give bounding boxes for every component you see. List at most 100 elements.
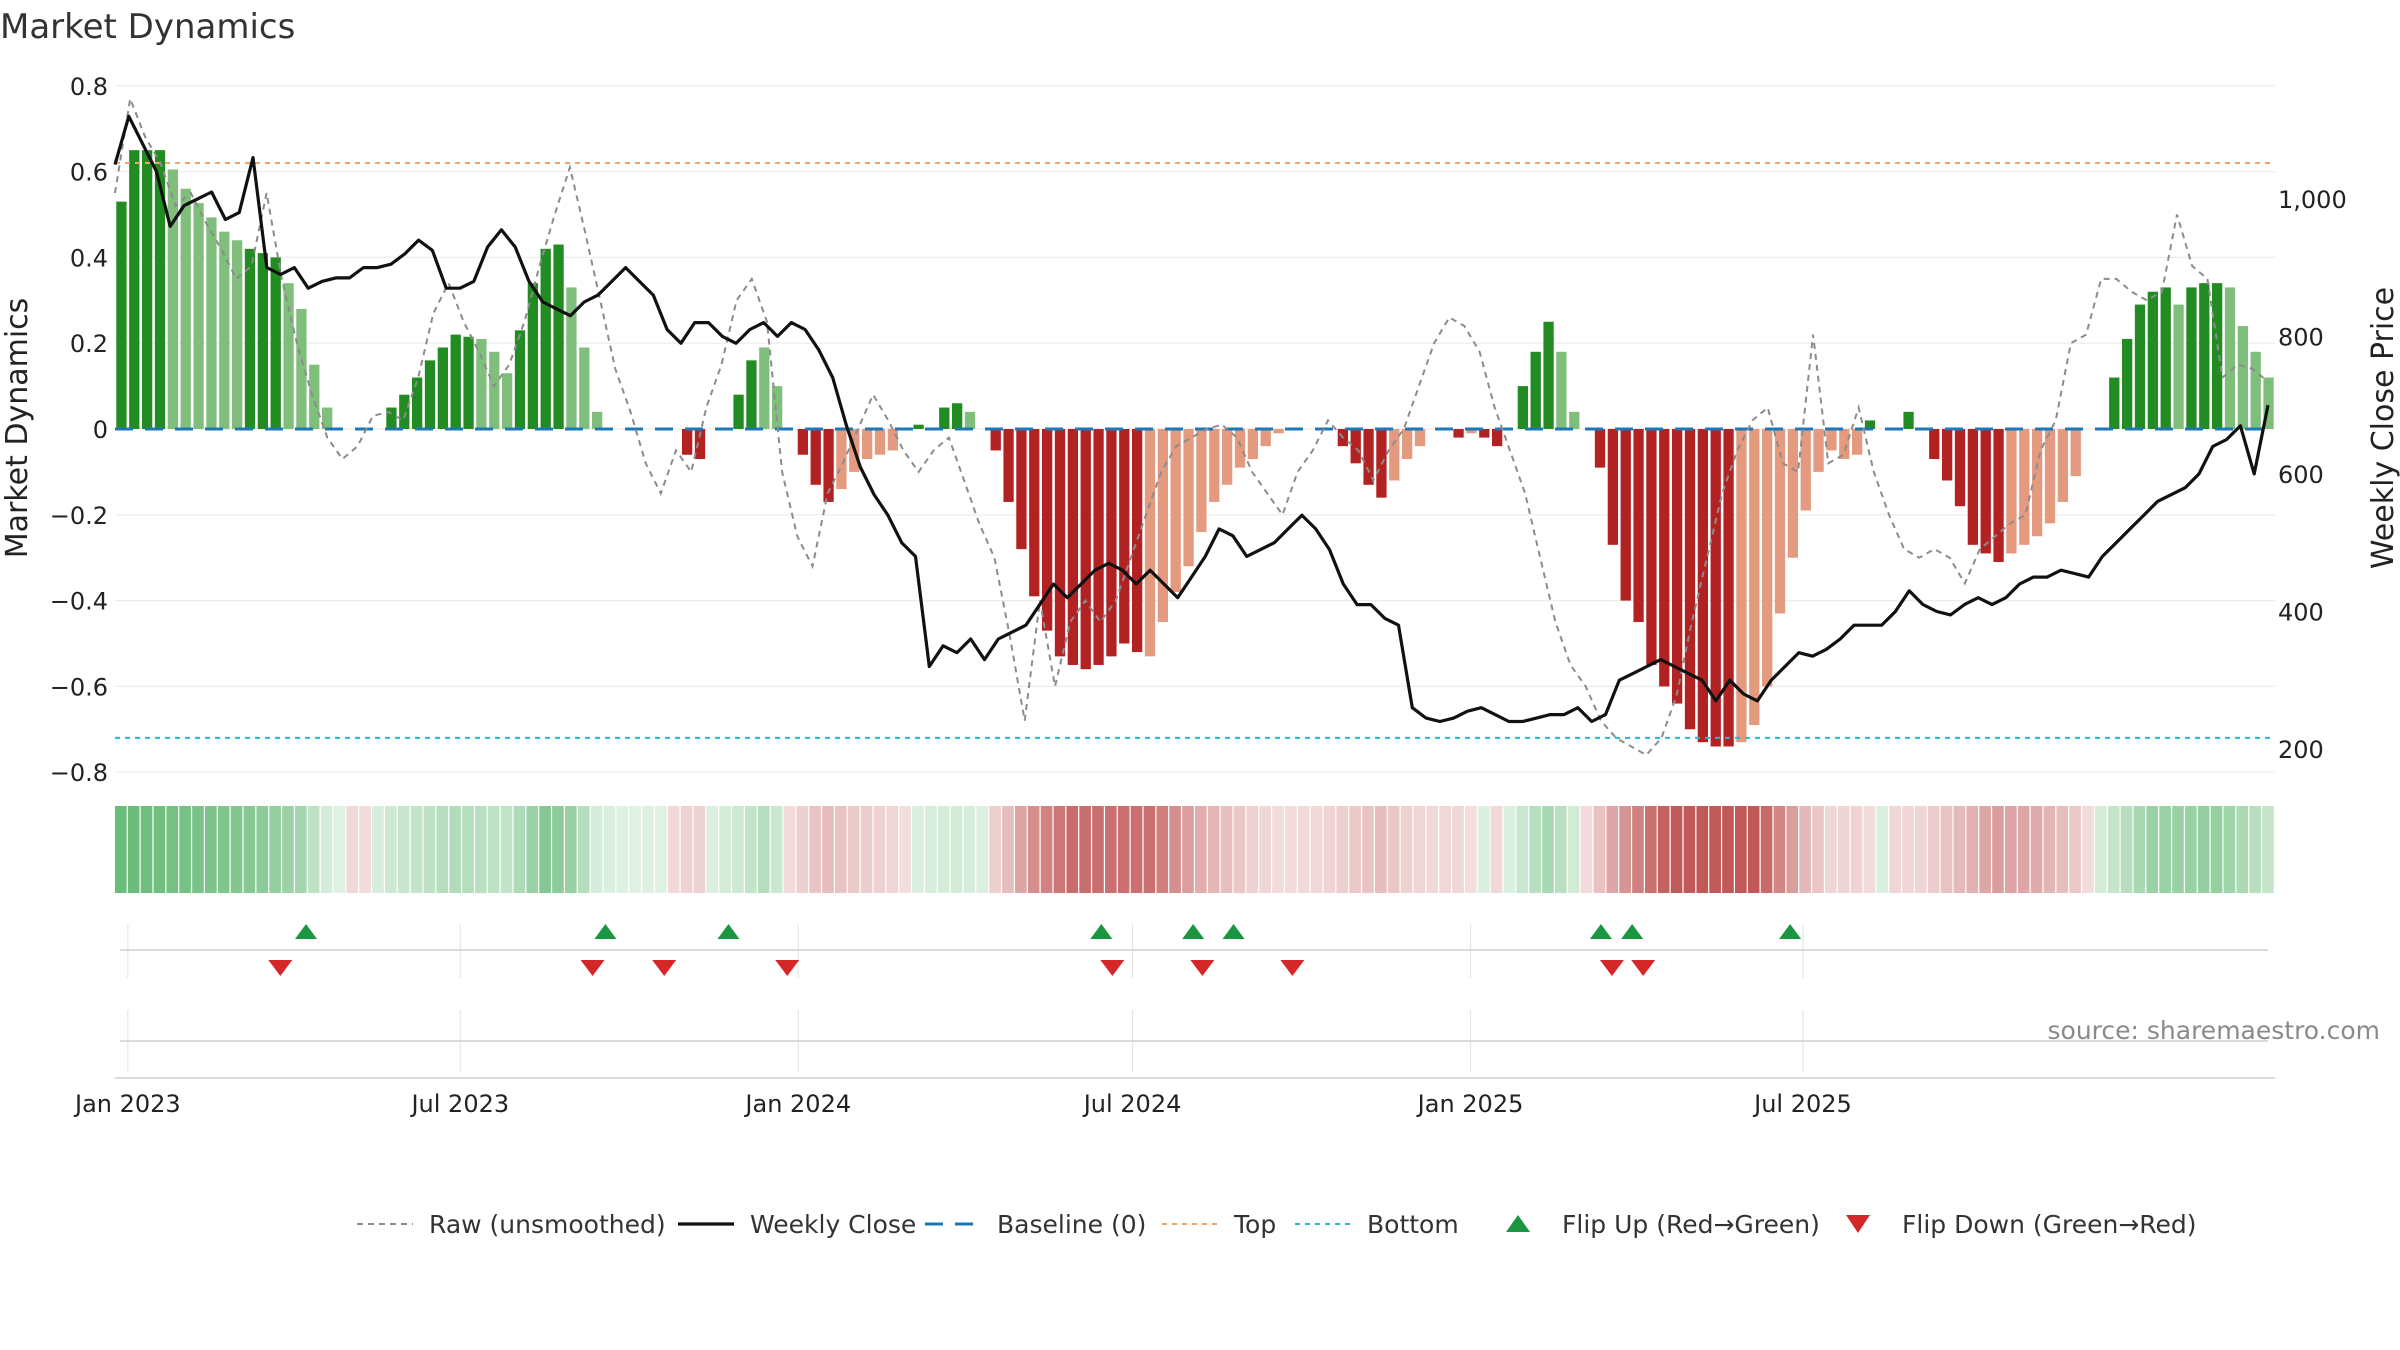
dynamics-bar: [1093, 429, 1104, 665]
heat-cell: [1837, 806, 1850, 893]
dynamics-bar: [1067, 429, 1078, 665]
heat-cell: [1812, 806, 1824, 893]
dynamics-bar: [1119, 429, 1130, 644]
dynamics-bar: [129, 150, 140, 429]
heat-cell: [822, 806, 834, 893]
heat-cell: [1747, 806, 1760, 893]
heat-cell: [282, 806, 294, 893]
heat-cell: [1786, 806, 1799, 893]
dynamics-bar: [1569, 411, 1580, 429]
heat-cell: [1735, 806, 1747, 893]
heat-cell: [796, 806, 809, 893]
heat-cell: [153, 806, 166, 893]
dynamics-bar: [1016, 429, 1027, 550]
dynamics-bars: [116, 150, 2274, 747]
heat-cell: [925, 806, 937, 893]
x-tick-label: Jul 2024: [1082, 1090, 1182, 1118]
dynamics-bar: [1980, 429, 1991, 554]
heat-cell: [1580, 806, 1593, 893]
dynamics-bar: [1453, 429, 1464, 438]
dynamics-bar: [1106, 429, 1117, 657]
flip-down-marker: [1631, 960, 1656, 976]
heat-cell: [1825, 806, 1837, 893]
legend-label: Weekly Close: [750, 1210, 916, 1239]
heat-cell: [1555, 806, 1567, 893]
dynamics-bar: [1929, 429, 1940, 460]
dynamics-bar: [1466, 429, 1477, 434]
dynamics-bar: [862, 429, 873, 460]
heat-cell: [2120, 806, 2133, 893]
heat-cell: [410, 806, 423, 893]
y-tick-right: 600: [2278, 461, 2324, 489]
dynamics-bar: [322, 407, 333, 429]
legend-item-raw: Raw (unsmoothed): [357, 1210, 666, 1239]
dynamics-bar: [1967, 429, 1978, 545]
heat-cell: [307, 806, 320, 893]
dynamics-bar: [759, 347, 770, 429]
flip-up-marker: [1182, 924, 1205, 939]
heat-cell: [783, 806, 796, 893]
weekly-close-line: [113, 114, 2270, 724]
dynamics-bar: [2122, 338, 2133, 429]
y-tick-left: −0.6: [50, 673, 108, 701]
legend-label: Raw (unsmoothed): [429, 1210, 666, 1239]
heat-cell: [2005, 806, 2017, 893]
heat-cell: [2185, 806, 2197, 893]
flip-down-marker: [1190, 960, 1215, 976]
heat-cell: [667, 806, 680, 893]
heat-cell: [1066, 806, 1079, 893]
heat-cell: [1863, 806, 1876, 893]
heat-cell: [1207, 806, 1220, 893]
y-tick-left: −0.2: [50, 502, 108, 530]
legend-label: Flip Up (Red→Green): [1562, 1210, 1820, 1239]
dynamics-bar: [1003, 429, 1014, 502]
heat-cell: [1927, 806, 1940, 893]
dynamics-bar: [244, 248, 256, 429]
heat-cell: [1452, 806, 1464, 893]
heat-cell: [346, 806, 359, 893]
heat-cell: [1773, 806, 1786, 893]
dynamics-bar: [180, 188, 191, 429]
flip-up-marker: [1090, 924, 1113, 939]
dynamics-bar: [2224, 287, 2236, 429]
heat-cell: [577, 806, 590, 893]
dynamics-bar: [1633, 429, 1644, 623]
y-tick-left: 0.6: [70, 159, 108, 187]
heat-cell: [256, 806, 269, 893]
y-tick-left: −0.4: [50, 588, 108, 616]
heat-cell: [487, 806, 500, 893]
heat-cell: [1130, 806, 1143, 893]
flip-up-marker: [1621, 924, 1644, 939]
dynamics-bar: [1132, 429, 1143, 653]
heat-cell: [269, 806, 281, 893]
dynamics-bar: [1710, 429, 1721, 747]
dynamics-bar: [424, 360, 436, 429]
heat-cell: [1542, 806, 1554, 893]
heat-cell: [655, 806, 667, 893]
heat-cell: [179, 806, 191, 893]
heat-cell: [475, 806, 487, 893]
dynamics-bar: [257, 253, 268, 429]
dynamics-bar: [154, 150, 166, 429]
heat-cell: [1143, 806, 1156, 893]
heat-cell: [1195, 806, 1207, 893]
dynamics-bar: [463, 336, 474, 429]
heat-cell: [1105, 806, 1117, 893]
heat-cell: [963, 806, 976, 893]
dynamics-bar: [2173, 304, 2184, 429]
heat-cell: [1992, 806, 2004, 893]
heat-cell: [2082, 806, 2094, 893]
legend-item-flipup: Flip Up (Red→Green): [1506, 1210, 1820, 1239]
dynamics-bar: [1903, 411, 1914, 429]
heat-cell: [526, 806, 539, 893]
heat-cell: [1079, 806, 1091, 893]
dynamics-bar: [1144, 429, 1156, 657]
dynamics-bar: [476, 338, 487, 429]
dynamics-bar: [1736, 429, 1747, 743]
heat-cell: [1619, 806, 1631, 893]
heat-cell: [1940, 806, 1953, 893]
heat-cell: [847, 806, 860, 893]
heat-cell: [1092, 806, 1104, 893]
heat-cell: [1182, 806, 1194, 893]
legend-item-top: Top: [1162, 1210, 1276, 1239]
